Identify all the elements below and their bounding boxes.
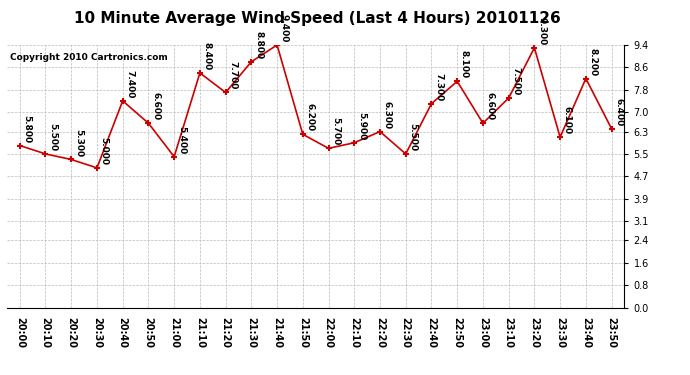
Text: 10 Minute Average Wind Speed (Last 4 Hours) 20101126: 10 Minute Average Wind Speed (Last 4 Hou… [74, 11, 561, 26]
Text: 5.500: 5.500 [48, 123, 57, 151]
Text: 9.400: 9.400 [280, 14, 289, 42]
Text: Copyright 2010 Cartronics.com: Copyright 2010 Cartronics.com [10, 53, 168, 62]
Text: 8.100: 8.100 [460, 50, 469, 78]
Text: 6.200: 6.200 [306, 104, 315, 132]
Text: 8.400: 8.400 [203, 42, 212, 70]
Text: 6.400: 6.400 [614, 98, 623, 126]
Text: 5.300: 5.300 [74, 129, 83, 157]
Text: 7.300: 7.300 [434, 73, 443, 101]
Text: 6.100: 6.100 [563, 106, 572, 134]
Text: 5.900: 5.900 [357, 112, 366, 140]
Text: 6.600: 6.600 [486, 92, 495, 120]
Text: 6.600: 6.600 [151, 92, 160, 120]
Text: 7.700: 7.700 [228, 62, 237, 90]
Text: 8.800: 8.800 [254, 31, 263, 59]
Text: 6.300: 6.300 [383, 100, 392, 129]
Text: 7.400: 7.400 [126, 70, 135, 98]
Text: 8.200: 8.200 [589, 48, 598, 76]
Text: 5.400: 5.400 [177, 126, 186, 154]
Text: 5.500: 5.500 [408, 123, 417, 151]
Text: 5.000: 5.000 [100, 137, 109, 165]
Text: 5.700: 5.700 [331, 117, 340, 146]
Text: 9.300: 9.300 [538, 17, 546, 45]
Text: 7.500: 7.500 [511, 67, 520, 95]
Text: 5.800: 5.800 [23, 115, 32, 143]
